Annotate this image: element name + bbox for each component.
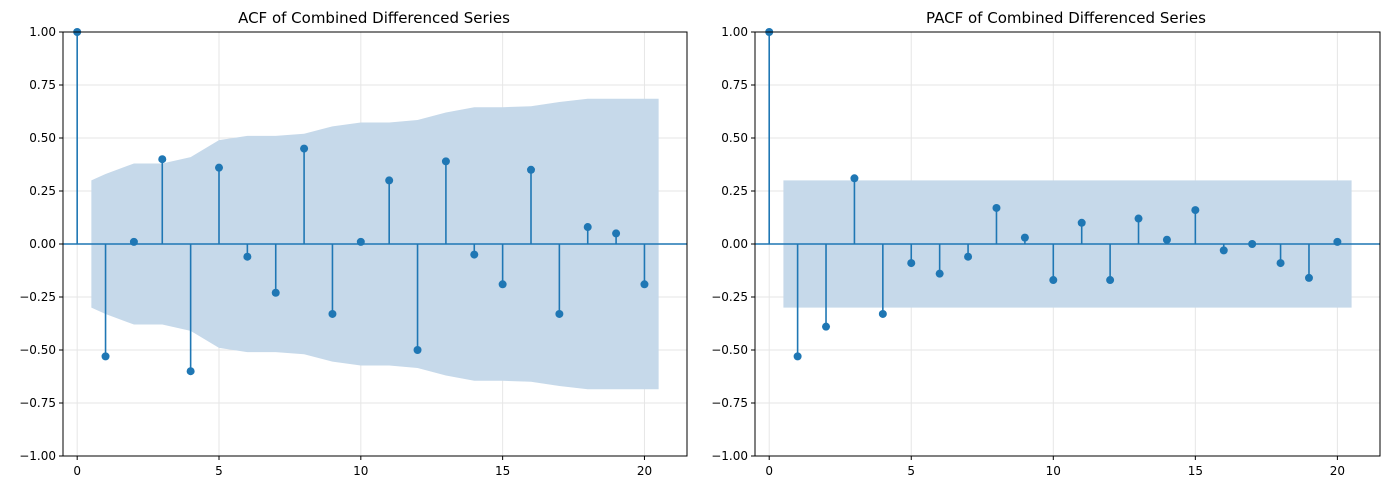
acf-marker-lag-7 xyxy=(271,288,280,297)
pacf-marker-lag-6 xyxy=(935,269,944,278)
acf-ytick-label-8: −1.00 xyxy=(19,449,56,463)
pacf-xtick-label-2: 10 xyxy=(1046,464,1061,478)
acf-xtick-label-2: 10 xyxy=(353,464,368,478)
pacf-marker-lag-8 xyxy=(992,203,1001,212)
acf-ytick-label-2: 0.50 xyxy=(29,131,56,145)
pacf-xtick-label-1: 5 xyxy=(907,464,915,478)
acf-marker-lag-14 xyxy=(470,250,479,259)
pacf-marker-lag-17 xyxy=(1248,240,1257,248)
pacf-marker-lag-13 xyxy=(1134,214,1143,223)
pacf-ytick-label-2: 0.50 xyxy=(721,131,748,145)
acf-marker-lag-6 xyxy=(243,252,252,261)
acf-xtick-label-0: 0 xyxy=(73,464,81,478)
pacf-marker-lag-18 xyxy=(1276,259,1285,268)
pacf-xtick-label-0: 0 xyxy=(765,464,773,478)
pacf-marker-lag-1 xyxy=(793,352,802,361)
pacf-marker-lag-20 xyxy=(1333,237,1342,246)
pacf-ytick-label-5: −0.25 xyxy=(711,290,748,304)
acf-marker-lag-2 xyxy=(129,237,138,246)
acf-marker-lag-5 xyxy=(215,163,223,172)
pacf-panel: PACF of Combined Differenced Series 0 5 10… xyxy=(711,9,1381,478)
pacf-marker-lag-10 xyxy=(1049,276,1058,285)
acf-marker-lag-9 xyxy=(328,309,337,318)
acf-marker-lag-12 xyxy=(413,346,422,354)
acf-marker-lag-1 xyxy=(101,352,110,361)
acf-xtick-label-3: 15 xyxy=(495,464,510,478)
pacf-marker-lag-15 xyxy=(1191,206,1200,215)
pacf-marker-lag-5 xyxy=(907,259,916,268)
acf-ytick-label-3: 0.25 xyxy=(29,184,56,198)
pacf-marker-lag-9 xyxy=(1020,233,1029,242)
acf-panel: ACF of Combined Differenced Series 0 5 10 1… xyxy=(19,9,688,478)
acf-chart-title: ACF of Combined Differenced Series xyxy=(238,9,510,27)
acf-marker-lag-19 xyxy=(612,229,621,238)
pacf-chart-title: PACF of Combined Differenced Series xyxy=(926,9,1206,27)
pacf-ytick-label-0: 1.00 xyxy=(721,25,748,39)
acf-marker-lag-3 xyxy=(158,155,167,164)
acf-marker-lag-10 xyxy=(356,237,365,246)
pacf-marker-lag-11 xyxy=(1077,218,1086,227)
acf-ytick-label-1: 0.75 xyxy=(29,78,56,92)
acf-marker-lag-13 xyxy=(441,157,450,166)
acf-marker-lag-11 xyxy=(385,176,394,185)
pacf-xtick-label-3: 15 xyxy=(1188,464,1203,478)
pacf-marker-lag-4 xyxy=(878,309,887,318)
pacf-marker-lag-16 xyxy=(1219,246,1228,255)
acf-ytick-label-0: 1.00 xyxy=(29,25,56,39)
acf-marker-lag-8 xyxy=(300,144,309,153)
pacf-marker-lag-2 xyxy=(822,322,831,331)
acf-ytick-label-7: −0.75 xyxy=(19,396,56,410)
pacf-marker-lag-12 xyxy=(1106,276,1115,285)
acf-ytick-label-6: −0.50 xyxy=(19,343,56,357)
acf-marker-lag-18 xyxy=(583,223,592,232)
acf-marker-lag-15 xyxy=(498,280,507,289)
pacf-marker-lag-7 xyxy=(964,252,973,261)
pacf-ytick-label-6: −0.50 xyxy=(711,343,748,357)
acf-ytick-label-4: 0.00 xyxy=(29,237,56,251)
pacf-ytick-label-1: 0.75 xyxy=(721,78,748,92)
acf-xtick-label-4: 20 xyxy=(637,464,652,478)
pacf-ytick-label-8: −1.00 xyxy=(711,449,748,463)
pacf-marker-lag-14 xyxy=(1162,235,1171,244)
pacf-xtick-label-4: 20 xyxy=(1330,464,1345,478)
acf-marker-lag-4 xyxy=(186,367,195,376)
acf-xtick-label-1: 5 xyxy=(215,464,223,478)
acf-ytick-label-5: −0.25 xyxy=(19,290,56,304)
pacf-ytick-label-3: 0.25 xyxy=(721,184,748,198)
acf-marker-lag-16 xyxy=(527,165,535,174)
acf-marker-lag-17 xyxy=(555,309,564,318)
pacf-marker-lag-3 xyxy=(850,174,859,183)
pacf-ytick-label-7: −0.75 xyxy=(711,396,748,410)
acf-marker-lag-20 xyxy=(640,280,649,289)
pacf-ytick-label-4: 0.00 xyxy=(721,237,748,251)
pacf-marker-lag-19 xyxy=(1304,273,1313,282)
